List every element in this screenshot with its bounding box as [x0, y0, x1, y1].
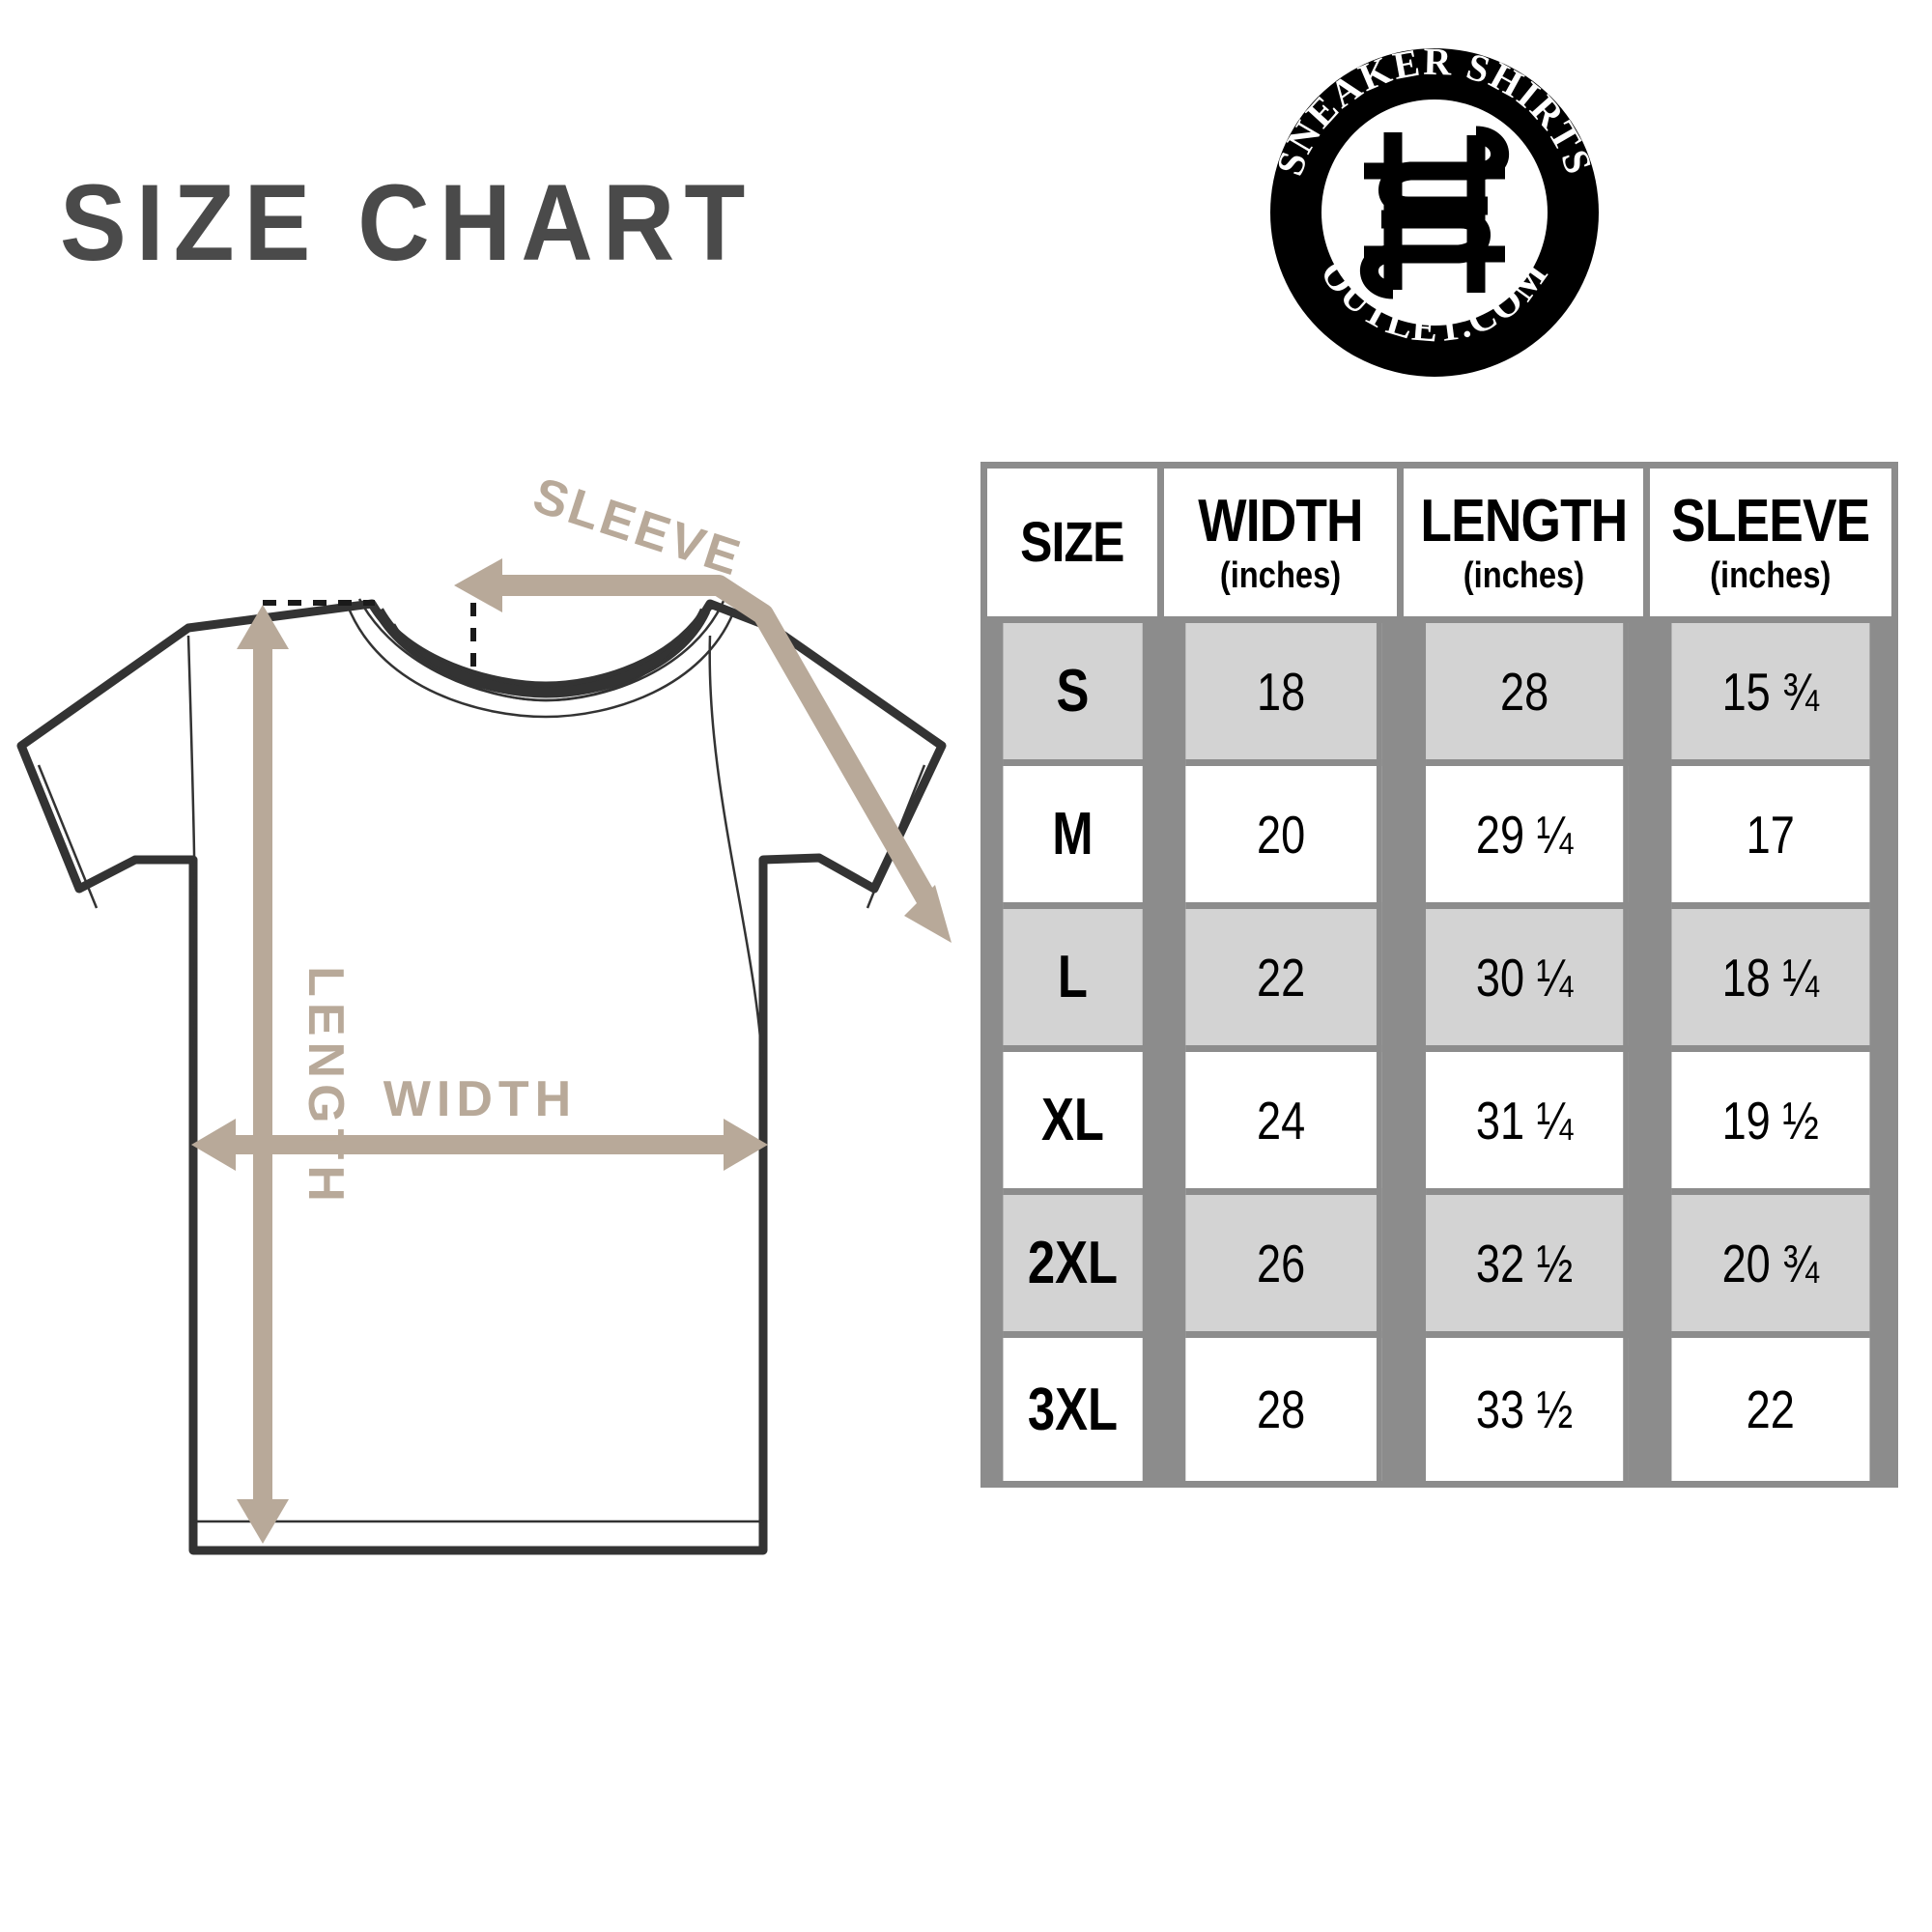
cell-sleeve: 19 ½	[1671, 1052, 1870, 1195]
sleeve-measure-arrow	[454, 558, 952, 943]
logo-ss-monogram	[1360, 126, 1509, 299]
size-table-container: SIZE WIDTH (inches) LENGTH (inches) SLEE…	[980, 462, 1898, 1488]
armhole-seam-left	[186, 635, 197, 1083]
column-header-sleeve: SLEEVE (inches)	[1650, 469, 1891, 623]
cell-width: 28	[1184, 1338, 1382, 1481]
column-header-length: LENGTH (inches)	[1403, 469, 1651, 623]
column-header-width-main: WIDTH	[1197, 487, 1363, 554]
table-row: 2XL 26 32 ½ 20 ¾	[987, 1195, 1891, 1338]
t-shirt-measurement-diagram: SLEEVE WIDTH LENGTH	[0, 406, 966, 1613]
length-arrowhead-top	[237, 605, 289, 649]
cell-size: XL	[1003, 1052, 1149, 1195]
width-arrowhead-left	[191, 1119, 236, 1171]
table-header-row: SIZE WIDTH (inches) LENGTH (inches) SLEE…	[987, 469, 1891, 623]
size-table: SIZE WIDTH (inches) LENGTH (inches) SLEE…	[980, 462, 1898, 1488]
table-row: S 18 28 15 ¾	[987, 623, 1891, 766]
sleeve-arrowhead-right	[904, 885, 952, 943]
cell-length: 32 ½	[1425, 1195, 1629, 1338]
table-row: M 20 29 ¼ 17	[987, 766, 1891, 909]
cell-sleeve: 15 ¾	[1671, 623, 1870, 766]
cell-sleeve: 20 ¾	[1671, 1195, 1870, 1338]
width-arrowhead-right	[724, 1119, 768, 1171]
column-header-sleeve-main: SLEEVE	[1671, 487, 1871, 554]
length-label: LENGTH	[298, 966, 354, 1208]
cell-length: 33 ½	[1425, 1338, 1629, 1481]
size-table-header: SIZE WIDTH (inches) LENGTH (inches) SLEE…	[987, 469, 1891, 623]
column-header-width: WIDTH (inches)	[1163, 469, 1404, 623]
cell-size: M	[1003, 766, 1149, 909]
cell-sleeve: 18 ¼	[1671, 909, 1870, 1052]
length-arrowhead-bottom	[237, 1499, 289, 1544]
column-header-length-main: LENGTH	[1420, 487, 1628, 554]
column-header-length-units: (inches)	[1463, 554, 1584, 596]
cell-length: 29 ¼	[1425, 766, 1629, 909]
sleeve-arrowhead-left	[454, 558, 502, 612]
table-row: L 22 30 ¼ 18 ¼	[987, 909, 1891, 1052]
collar-stitch-lower	[348, 610, 736, 719]
column-header-sleeve-units: (inches)	[1710, 554, 1832, 596]
cell-size: S	[1003, 623, 1149, 766]
cell-sleeve: 22	[1671, 1338, 1870, 1481]
cell-size: 3XL	[1003, 1338, 1149, 1481]
width-label: WIDTH	[384, 1071, 577, 1127]
collar-stitch-mid	[392, 623, 696, 702]
table-row: XL 24 31 ¼ 19 ½	[987, 1052, 1891, 1195]
page-title: SIZE CHART	[60, 162, 755, 283]
shirt-outline	[16, 598, 947, 1555]
cell-width: 22	[1184, 909, 1382, 1052]
cell-width: 18	[1184, 623, 1382, 766]
sleeve-hem-left	[37, 764, 99, 909]
cell-length: 31 ¼	[1425, 1052, 1629, 1195]
cell-size: 2XL	[1003, 1195, 1149, 1338]
column-header-size-main: SIZE	[1020, 510, 1124, 574]
width-measure-arrow	[191, 1119, 768, 1171]
cell-width: 20	[1184, 766, 1382, 909]
armhole-seam-right	[708, 635, 765, 1083]
cell-width: 26	[1184, 1195, 1382, 1338]
cell-length: 28	[1425, 623, 1629, 766]
cell-sleeve: 17	[1671, 766, 1870, 909]
column-header-width-units: (inches)	[1219, 554, 1341, 596]
cell-size: L	[1003, 909, 1149, 1052]
brand-logo: SNEAKER SHIRTS OUTLET.COM	[1256, 34, 1613, 391]
size-table-body: S 18 28 15 ¾ M 20 29 ¼ 17 L 22 30 ¼ 18 ¼	[987, 623, 1891, 1481]
column-header-size: SIZE	[987, 469, 1164, 623]
cell-length: 30 ¼	[1425, 909, 1629, 1052]
table-row: 3XL 28 33 ½ 22	[987, 1338, 1891, 1481]
length-measure-arrow	[237, 605, 289, 1544]
cell-width: 24	[1184, 1052, 1382, 1195]
sleeve-label: SLEEVE	[526, 468, 749, 587]
